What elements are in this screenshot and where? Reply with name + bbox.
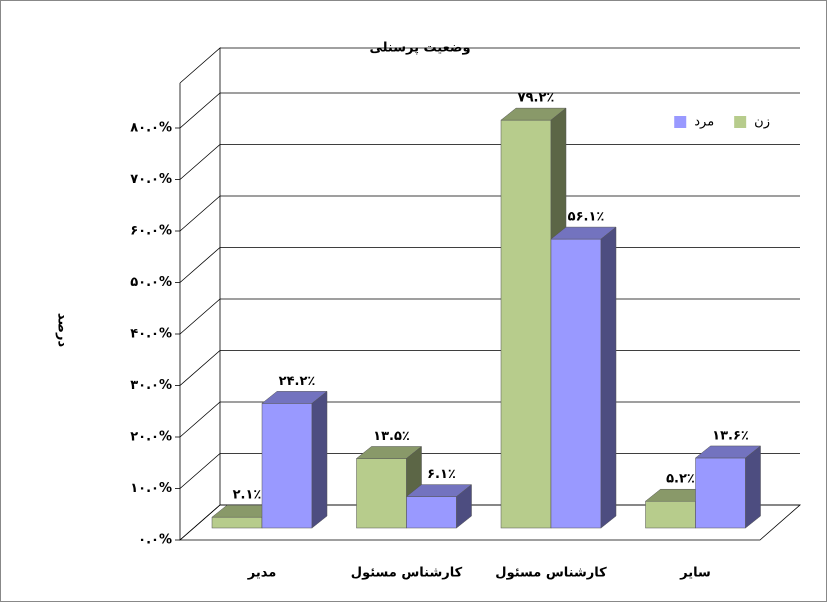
data-label: ۲۴.۲٪ (279, 374, 316, 389)
grid-line (179, 195, 800, 232)
data-label: ۷۹.۲٪ (518, 91, 555, 106)
bar (550, 238, 602, 529)
bar (356, 458, 407, 529)
data-label: ۶.۱٪ (427, 467, 456, 482)
x-tick-label: کارشناس مسئول (351, 566, 463, 581)
y-tick-label: ۷۰.۰% (130, 172, 172, 187)
y-tick-label: ۴۰.۰% (130, 327, 172, 342)
legend-label: زن (754, 115, 770, 130)
bar (695, 457, 746, 529)
bar (645, 500, 696, 529)
data-label: ۵.۲٪ (666, 472, 695, 487)
grid-line (179, 144, 800, 180)
bar (211, 516, 263, 529)
data-label: ۲.۱٪ (233, 488, 262, 503)
bar-side (456, 484, 472, 529)
y-tick-label: ۱۰.۰% (130, 481, 172, 496)
x-tick-label: مدير (247, 566, 277, 581)
data-label: ۱۳.۵٪ (373, 429, 410, 444)
bar-side (745, 445, 761, 529)
legend-swatch (734, 116, 747, 128)
bar (261, 403, 313, 529)
legend-label: مرد (694, 115, 714, 130)
bar-side (600, 226, 617, 529)
y-tick-label: ۶۰.۰% (130, 224, 172, 239)
data-label: ۱۳.۶٪ (712, 428, 749, 443)
legend-swatch (674, 116, 687, 128)
bar (500, 119, 552, 529)
y-tick-label: ۲۰.۰% (130, 430, 172, 445)
y-tick-label: ۳۰.۰% (130, 378, 172, 393)
bar-side (311, 390, 328, 529)
y-tick-label: ۰.۰% (138, 533, 172, 548)
data-label: ۵۶.۱٪ (568, 210, 605, 225)
y-tick-label: ۵۰.۰% (130, 275, 172, 290)
y-axis-label: درصد (55, 313, 70, 348)
x-tick-label: ساير (679, 566, 711, 581)
grid-line (179, 92, 800, 129)
x-tick-label: کارشناس مسئول (495, 566, 607, 581)
bar (406, 496, 457, 529)
y-tick-label: ۸۰.۰% (130, 121, 172, 136)
